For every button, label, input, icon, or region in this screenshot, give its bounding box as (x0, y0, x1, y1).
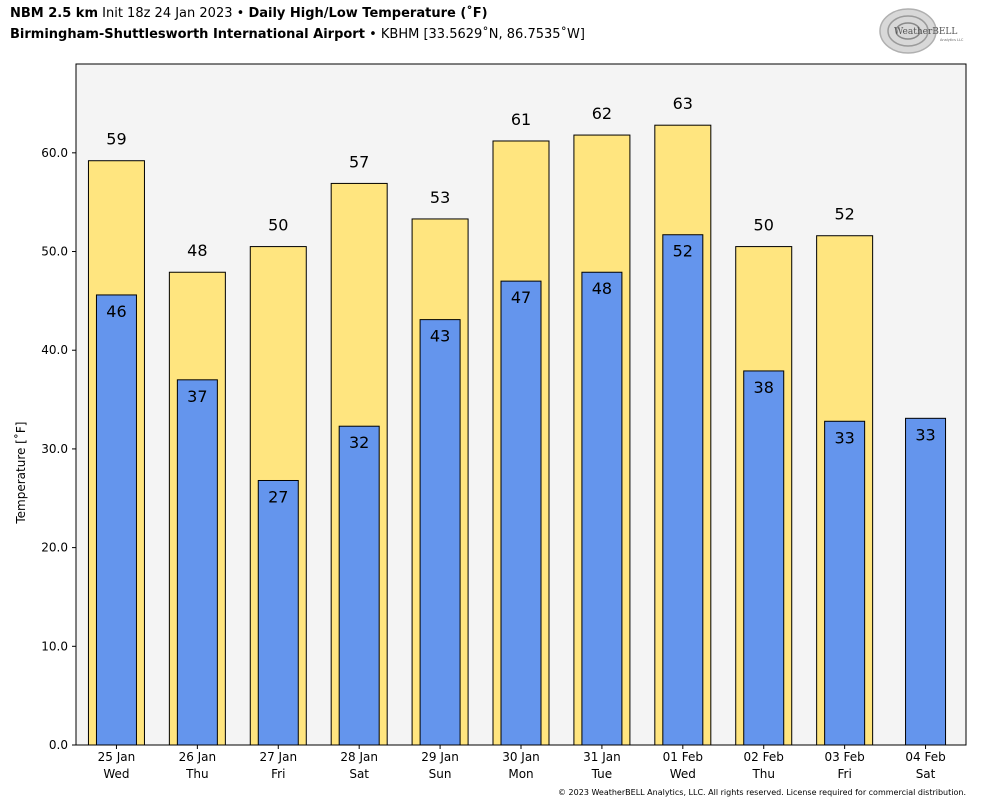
separator: • (236, 6, 245, 21)
y-tick-label: 0.0 (49, 738, 68, 752)
x-tick-label-weekday: Wed (103, 767, 129, 781)
x-tick-label-weekday: Tue (591, 767, 613, 781)
svg-text:Analytics LLC: Analytics LLC (940, 38, 964, 42)
low-temp-label: 47 (511, 288, 531, 307)
x-tick-label-date: 30 Jan (502, 750, 540, 764)
station-info: KBHM [33.5629˚N, 86.7535˚W] (380, 27, 585, 42)
x-tick-label-weekday: Sat (916, 767, 936, 781)
separator: • (369, 27, 377, 42)
y-tick-label: 50.0 (41, 245, 68, 259)
low-temp-bar (95, 294, 137, 746)
weatherbell-logo: WeatherBELL Analytics LLC (879, 8, 964, 54)
high-temp-label: 50 (754, 216, 774, 235)
high-temp-label: 52 (834, 205, 854, 224)
low-temp-bar (338, 425, 380, 746)
y-axis-label: Temperature [˚F] (13, 422, 28, 525)
low-temp-label: 33 (915, 425, 935, 444)
low-temp-label: 32 (349, 433, 369, 452)
low-temp-bar (905, 417, 947, 746)
high-temp-label: 57 (349, 152, 369, 171)
station-name: Birmingham-Shuttlesworth International A… (10, 27, 365, 42)
low-temp-label: 38 (754, 378, 774, 397)
y-tick-label: 20.0 (41, 541, 68, 555)
low-temp-label: 27 (268, 487, 288, 506)
high-temp-label: 48 (187, 241, 207, 260)
y-tick-label: 10.0 (41, 639, 68, 653)
low-temp-bar (824, 420, 866, 746)
x-tick-label-date: 02 Feb (744, 750, 784, 764)
high-temp-label: 61 (511, 110, 531, 129)
header-line-1: NBM 2.5 km Init 18z 24 Jan 2023 • Daily … (10, 6, 488, 21)
x-tick-label-weekday: Mon (508, 767, 533, 781)
high-temp-label: 50 (268, 216, 288, 235)
low-temp-label: 52 (673, 242, 693, 261)
high-temp-label: 53 (430, 188, 450, 207)
x-tick-label-weekday: Sat (349, 767, 369, 781)
model-name: NBM 2.5 km (10, 6, 98, 21)
low-temp-label: 46 (106, 302, 126, 321)
x-tick-label-weekday: Fri (837, 767, 851, 781)
low-temp-bar (419, 319, 461, 746)
x-tick-label-weekday: Wed (670, 767, 696, 781)
init-time: Init 18z 24 Jan 2023 (102, 6, 233, 21)
low-temp-bar (743, 370, 785, 746)
low-temp-bar (500, 280, 542, 746)
low-temp-label: 37 (187, 387, 207, 406)
low-temp-bar (176, 379, 218, 746)
x-tick-label-weekday: Thu (185, 767, 209, 781)
copyright-footer: © 2023 WeatherBELL Analytics, LLC. All r… (558, 788, 966, 797)
plot-frame (75, 63, 967, 746)
y-tick-label: 40.0 (41, 343, 68, 357)
x-tick-label-date: 01 Feb (663, 750, 703, 764)
header-line-2: Birmingham-Shuttlesworth International A… (10, 27, 585, 42)
y-tick-label: 60.0 (41, 146, 68, 160)
x-tick-label-weekday: Thu (751, 767, 775, 781)
x-tick-label-weekday: Sun (429, 767, 452, 781)
low-temp-label: 33 (834, 428, 854, 447)
x-tick-label-date: 27 Jan (259, 750, 297, 764)
low-temp-bar (581, 271, 623, 746)
high-temp-label: 59 (106, 130, 126, 149)
x-tick-label-date: 03 Feb (824, 750, 864, 764)
x-tick-label-date: 29 Jan (421, 750, 459, 764)
y-tick-label: 30.0 (41, 442, 68, 456)
x-tick-label-date: 04 Feb (905, 750, 945, 764)
low-temp-label: 48 (592, 279, 612, 298)
low-temp-bar (257, 479, 299, 746)
high-temp-label: 62 (592, 104, 612, 123)
high-temp-label: 63 (673, 94, 693, 113)
x-tick-label-date: 26 Jan (179, 750, 217, 764)
x-tick-label-weekday: Fri (271, 767, 285, 781)
low-temp-label: 43 (430, 327, 450, 346)
x-tick-label-date: 28 Jan (340, 750, 378, 764)
low-temp-bar (662, 234, 704, 746)
x-tick-label-date: 25 Jan (98, 750, 136, 764)
x-tick-label-date: 31 Jan (583, 750, 621, 764)
product-title: Daily High/Low Temperature (˚F) (248, 6, 488, 21)
svg-text:WeatherBELL: WeatherBELL (894, 27, 957, 37)
